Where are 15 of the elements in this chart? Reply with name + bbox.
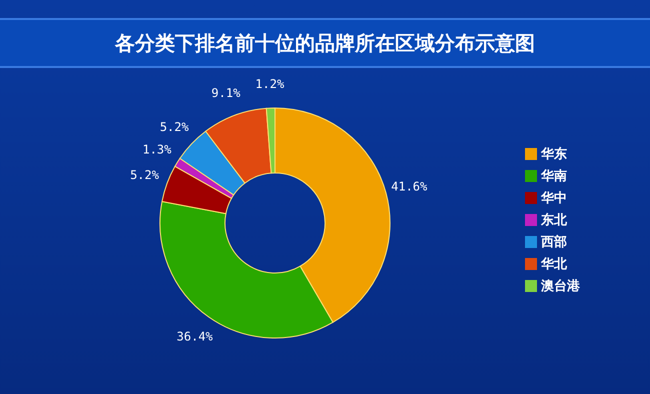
legend-label: 东北 — [541, 213, 567, 228]
data-label: 5.2% — [160, 120, 190, 134]
legend-label: 华南 — [541, 169, 567, 184]
data-label: 5.2% — [130, 168, 160, 182]
data-label: 9.1% — [211, 86, 242, 100]
data-label: 1.2% — [255, 77, 285, 92]
legend-label: 华北 — [541, 257, 567, 272]
legend-label: 华东 — [541, 147, 567, 162]
data-label: 41.6% — [391, 180, 428, 194]
data-label: 36.4% — [176, 329, 214, 344]
legend-label: 澳台港 — [541, 279, 580, 294]
legend-label: 西部 — [541, 235, 567, 250]
legend-label: 华中 — [541, 191, 567, 206]
chart-title: 各分类下排名前十位的品牌所在区域分布示意图 — [115, 30, 535, 56]
data-label: 1.3% — [142, 142, 172, 157]
